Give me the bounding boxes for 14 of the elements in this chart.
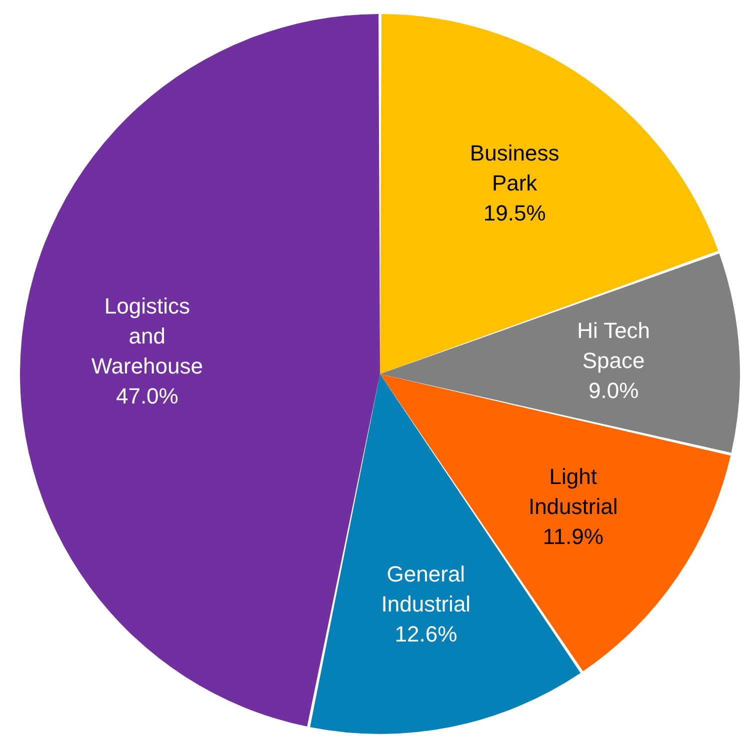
pie-slice bbox=[20, 14, 380, 727]
data-label: 11.9% bbox=[542, 524, 604, 550]
pie-slice bbox=[380, 14, 718, 374]
data-label: 47.0% bbox=[116, 384, 178, 409]
data-label: 19.5% bbox=[483, 200, 546, 226]
slice-label: Light Industrial bbox=[528, 464, 618, 520]
slice-label: General Industrial bbox=[381, 561, 471, 616]
pie-slice bbox=[380, 254, 740, 453]
slice-label: Logistics and Warehouse bbox=[91, 294, 204, 379]
slice-label: Business Park bbox=[470, 140, 560, 196]
pie-slice bbox=[380, 374, 731, 672]
slice-label: Hi Tech Space bbox=[577, 318, 650, 373]
data-label: 9.0% bbox=[588, 378, 639, 403]
data-label: 12.6% bbox=[394, 621, 458, 646]
